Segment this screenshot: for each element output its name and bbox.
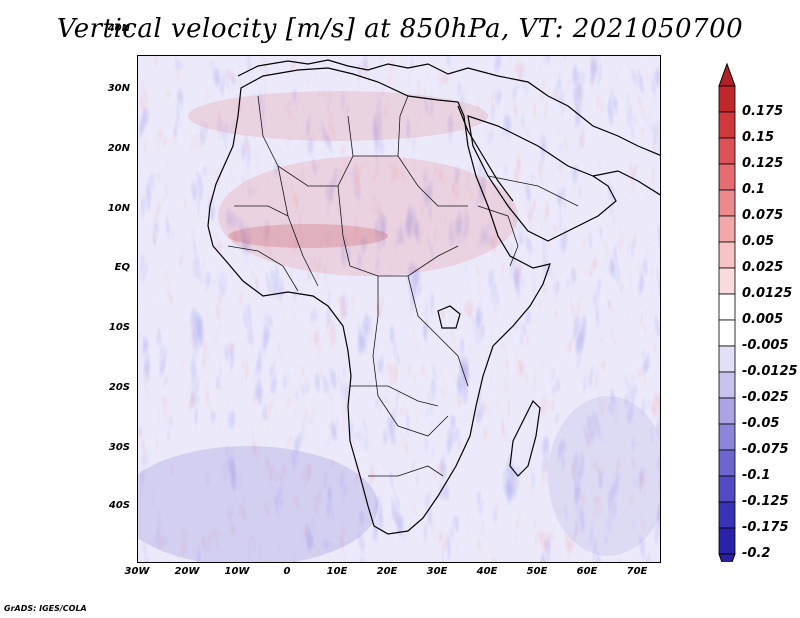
colorbar-label: -0.025 [742, 390, 789, 405]
colorbar-label: -0.0125 [742, 364, 798, 379]
colorbar-label: 0.15 [742, 130, 775, 145]
colorbar-swatch [718, 527, 736, 555]
colorbar-label: -0.2 [742, 546, 771, 561]
colorbar-swatch [718, 85, 736, 113]
colorbar-swatch [718, 111, 736, 139]
lon-tick-label: 30E [426, 566, 448, 577]
colorbar-label: 0.0125 [742, 286, 793, 301]
colorbar-swatch [718, 449, 736, 477]
colorbar-label: 0.075 [742, 208, 784, 223]
colorbar-swatch [718, 501, 736, 529]
lon-tick-label: 30W [124, 566, 150, 577]
coastline [207, 59, 660, 535]
colorbar-label: -0.175 [742, 520, 789, 535]
velocity-field [138, 56, 660, 562]
colorbar-swatch [718, 371, 736, 399]
lat-tick-label: 40S [108, 500, 130, 511]
colorbar-label: 0.005 [742, 312, 784, 327]
colorbar-swatch [718, 267, 736, 295]
colorbar-swatch [718, 345, 736, 373]
country-borders [227, 95, 579, 477]
colorbar-bottom-arrow [718, 553, 736, 562]
lat-tick-label: EQ [114, 262, 130, 273]
chart-title: Vertical velocity [m/s] at 850hPa, VT: 2… [56, 14, 744, 44]
colorbar-swatch [718, 163, 736, 191]
colorbar-label: -0.075 [742, 442, 789, 457]
lat-tick-label: 20S [108, 382, 130, 393]
lat-tick-label: 30N [107, 83, 130, 94]
map-plot-area [137, 55, 661, 563]
colorbar-label: 0.175 [742, 104, 784, 119]
lon-tick-label: 20W [174, 566, 200, 577]
footer-credit: GrADS: IGES/COLA [4, 604, 87, 613]
colorbar-label: 0.1 [742, 182, 766, 197]
lon-tick-label: 10W [224, 566, 250, 577]
colorbar-swatch [718, 241, 736, 269]
colorbar [718, 62, 736, 562]
colorbar-label: 0.025 [742, 260, 784, 275]
colorbar-top-arrow [718, 62, 736, 87]
colorbar-swatch [718, 189, 736, 217]
colorbar-swatch [718, 137, 736, 165]
colorbar-swatch [718, 423, 736, 451]
lon-tick-label: 50E [526, 566, 548, 577]
lon-tick-label: 10E [326, 566, 348, 577]
lat-tick-label: 10N [107, 203, 130, 214]
colorbar-swatch [718, 215, 736, 243]
lat-tick-label: 20N [107, 143, 130, 154]
lat-tick-label: 40N [107, 23, 130, 34]
lon-tick-label: 40E [476, 566, 498, 577]
lon-tick-label: 20E [376, 566, 398, 577]
colorbar-swatch [718, 319, 736, 347]
colorbar-label: 0.05 [742, 234, 775, 249]
colorbar-label: -0.005 [742, 338, 789, 353]
colorbar-swatch [718, 475, 736, 503]
lon-tick-label: 0 [283, 566, 291, 577]
lon-tick-label: 70E [626, 566, 648, 577]
lon-tick-label: 60E [576, 566, 598, 577]
colorbar-label: -0.1 [742, 468, 771, 483]
lat-tick-label: 10S [108, 322, 130, 333]
colorbar-label: -0.125 [742, 494, 789, 509]
lat-tick-label: 30S [108, 442, 130, 453]
colorbar-label: -0.05 [742, 416, 780, 431]
colorbar-swatch [718, 293, 736, 321]
colorbar-swatch [718, 397, 736, 425]
colorbar-label: 0.125 [742, 156, 784, 171]
